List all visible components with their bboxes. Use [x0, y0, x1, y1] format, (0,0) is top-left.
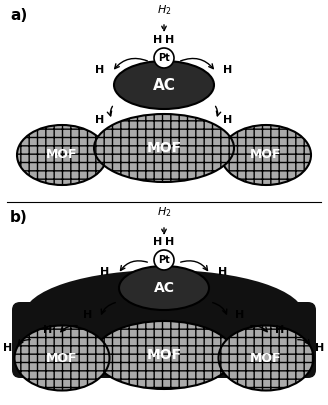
Text: MOF: MOF: [146, 348, 182, 362]
Text: H: H: [316, 343, 325, 353]
Text: H: H: [276, 325, 285, 335]
Text: H: H: [95, 115, 105, 125]
Text: AC: AC: [154, 281, 174, 295]
FancyBboxPatch shape: [12, 302, 316, 378]
Text: b): b): [10, 210, 28, 225]
Text: Pt: Pt: [158, 53, 170, 63]
Text: H: H: [3, 343, 12, 353]
Text: H: H: [223, 65, 233, 75]
Text: H: H: [154, 237, 163, 247]
Text: AC: AC: [153, 77, 175, 92]
Text: $H_2$: $H_2$: [157, 3, 171, 17]
Text: Pt: Pt: [158, 255, 170, 265]
Ellipse shape: [221, 125, 311, 185]
Text: a): a): [10, 8, 27, 23]
Text: H: H: [100, 267, 110, 277]
Ellipse shape: [14, 326, 110, 390]
Ellipse shape: [17, 125, 107, 185]
Text: H: H: [43, 325, 52, 335]
Ellipse shape: [94, 321, 234, 389]
Ellipse shape: [114, 61, 214, 109]
Text: MOF: MOF: [46, 149, 78, 162]
Circle shape: [154, 48, 174, 68]
Ellipse shape: [218, 326, 314, 390]
Ellipse shape: [119, 266, 209, 310]
Text: H: H: [165, 35, 174, 45]
Text: H: H: [95, 65, 105, 75]
Text: H: H: [236, 310, 245, 320]
Circle shape: [154, 250, 174, 270]
Text: MOF: MOF: [146, 141, 182, 155]
Text: H: H: [154, 35, 163, 45]
Text: H: H: [223, 115, 233, 125]
Ellipse shape: [94, 114, 234, 182]
Text: H: H: [83, 310, 92, 320]
Text: MOF: MOF: [250, 352, 282, 365]
Text: H: H: [218, 267, 228, 277]
Text: $H_2$: $H_2$: [157, 205, 171, 219]
Text: MOF: MOF: [46, 352, 78, 365]
Ellipse shape: [24, 270, 304, 360]
Text: MOF: MOF: [250, 149, 282, 162]
Text: H: H: [165, 237, 174, 247]
